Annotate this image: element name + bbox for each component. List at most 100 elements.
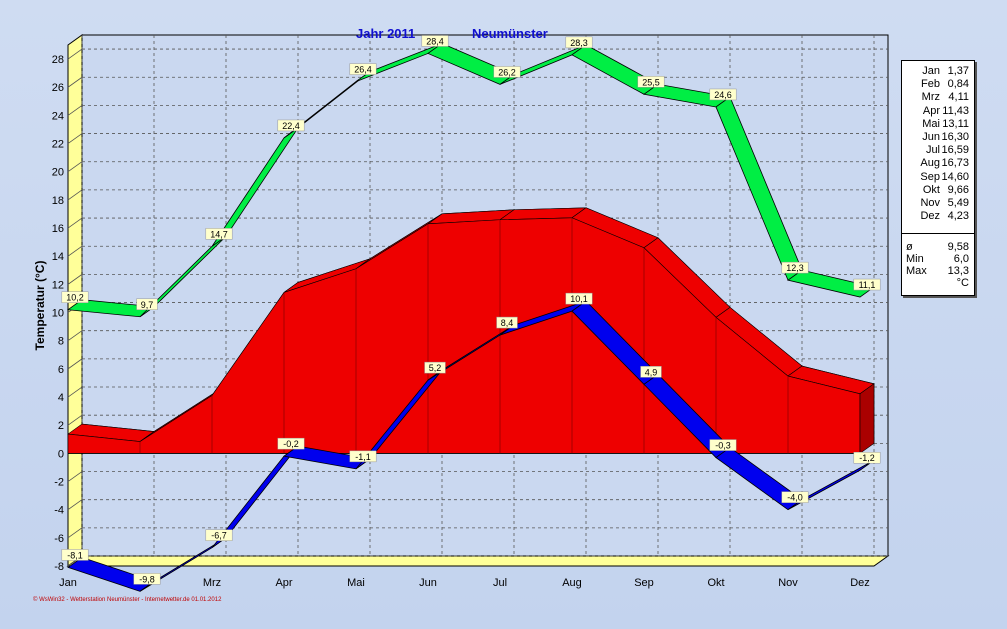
tick-y xyxy=(67,48,83,60)
legend-label: Max xyxy=(906,265,927,277)
tick-y xyxy=(67,358,83,370)
legend-row: Mai 13,11 xyxy=(902,118,974,131)
min-label-box xyxy=(709,439,737,451)
legend-row: Min 6,0 xyxy=(902,253,974,266)
max-label-box xyxy=(493,66,521,78)
legend-row: Mrz 4,11 xyxy=(902,91,974,104)
y-tick-label: 4 xyxy=(58,392,64,404)
min-label-box xyxy=(496,316,518,329)
min-data-label: 4,9 xyxy=(645,367,658,377)
max-label-box xyxy=(781,261,809,274)
y-tick-label: 12 xyxy=(52,279,64,291)
tick-y xyxy=(67,274,83,285)
max-data-label: 10,2 xyxy=(66,293,84,303)
legend-row: Sep 14,60 xyxy=(902,171,974,184)
legend-value: 16,73 xyxy=(941,157,969,170)
x-tick-label: Jun xyxy=(419,577,437,589)
credit-text: © WsWin32 - Wetterstation Neumünster - I… xyxy=(33,597,222,603)
legend-value: 9,66 xyxy=(947,183,969,196)
min-data-label: 10,1 xyxy=(570,294,588,304)
max-label-box xyxy=(421,35,449,47)
y-tick-label: 20 xyxy=(52,167,64,179)
max-data-label: 12,3 xyxy=(786,263,804,273)
x-tick-label: Dez xyxy=(850,577,870,589)
tick-y xyxy=(67,161,83,173)
legend-value: 4,23 xyxy=(947,210,969,223)
max-data-label: 26,4 xyxy=(354,65,372,75)
max-data-label: 25,5 xyxy=(642,77,660,87)
floor-wall xyxy=(66,555,890,567)
min-label-box xyxy=(565,292,593,305)
max-label-box xyxy=(637,76,665,88)
legend-label: Nov xyxy=(920,197,940,209)
legend-value: 6,0 xyxy=(953,253,969,265)
max-label-box xyxy=(136,298,158,311)
max-data-label: 28,3 xyxy=(570,38,588,48)
max-label-box xyxy=(61,291,89,303)
legend-value: 0,84 xyxy=(947,78,969,91)
y-tick-label: 14 xyxy=(52,251,64,263)
min-data-label: -0,3 xyxy=(715,441,731,451)
legend-value: 4,11 xyxy=(948,91,969,104)
y-tick-label: -6 xyxy=(54,533,64,545)
x-tick-label: Jan xyxy=(59,577,77,589)
legend-row: Aug 16,73 xyxy=(902,157,974,170)
legend-row: Max 13,3 xyxy=(902,265,974,278)
legend-separator xyxy=(902,233,974,234)
y-tick-label: 16 xyxy=(52,223,64,235)
tick-y xyxy=(67,133,83,144)
tick-y xyxy=(67,499,83,511)
y-tick-label: 0 xyxy=(58,448,64,460)
max-data-label: 14,7 xyxy=(210,229,228,239)
y-tick-label: -2 xyxy=(54,477,64,489)
legend-label: Okt xyxy=(922,183,940,196)
min-data-label: 5,2 xyxy=(429,363,442,373)
min-label-box xyxy=(133,573,161,585)
legend-value: 14,60 xyxy=(941,170,969,183)
max-label-box xyxy=(349,63,377,75)
legend-value: 11,43 xyxy=(942,104,969,117)
y-tick-label: 8 xyxy=(58,336,64,348)
y-tick-label: 28 xyxy=(52,54,64,66)
legend-value: 1,37 xyxy=(947,65,969,77)
legend-value: 9,58 xyxy=(947,241,969,253)
y-tick-label: 10 xyxy=(52,308,64,320)
tick-y xyxy=(67,76,83,88)
max-label-box xyxy=(277,119,305,132)
max-label-box xyxy=(205,228,233,240)
legend-label: Jul xyxy=(925,144,940,157)
legend-label: Jun xyxy=(922,131,940,143)
min-data-label: 8,4 xyxy=(501,318,514,328)
min-label-box xyxy=(61,549,89,561)
monthly-mean-legend: Jan 1,37 Feb 0,84 Mrz 4,11 Apr 11,43 Mai 13,11 Jun… xyxy=(901,60,975,296)
y-tick-label: 18 xyxy=(52,195,64,207)
x-tick-label: Sep xyxy=(634,577,654,589)
legend-row: Dez 4,23 xyxy=(902,210,974,223)
legend-label: Feb xyxy=(921,78,940,91)
legend-value: 13,3 xyxy=(947,265,969,277)
max-data-label: 9,7 xyxy=(141,300,154,310)
min-data-label: -0,2 xyxy=(283,439,299,449)
legend-row: Okt 9,66 xyxy=(902,184,974,197)
min-label-box xyxy=(781,491,809,503)
max-data-label: 24,6 xyxy=(714,90,732,100)
y-tick-label: 6 xyxy=(58,364,64,376)
y-tick-label: 2 xyxy=(58,420,64,432)
tick-y xyxy=(67,330,83,342)
x-tick-label: Okt xyxy=(707,577,724,589)
min-data-label: -1,1 xyxy=(355,452,371,462)
legend-label: Aug xyxy=(920,157,940,170)
x-tick-label: Nov xyxy=(778,577,798,589)
legend-row: ø 9,58 xyxy=(902,241,974,254)
legend-row: Jul 16,59 xyxy=(902,144,974,157)
max-label-box xyxy=(853,278,881,291)
min-data-label: -8,1 xyxy=(67,550,83,560)
legend-label: Mai xyxy=(922,117,940,130)
tick-y xyxy=(67,245,83,257)
legend-value: 13,11 xyxy=(942,117,969,130)
legend-label: Jan xyxy=(922,65,940,77)
min-label-box xyxy=(853,451,881,464)
min-label-box xyxy=(424,361,446,374)
chart-title-year: Jahr 2011 xyxy=(356,26,416,41)
legend-row: Apr 11,43 xyxy=(902,105,974,118)
